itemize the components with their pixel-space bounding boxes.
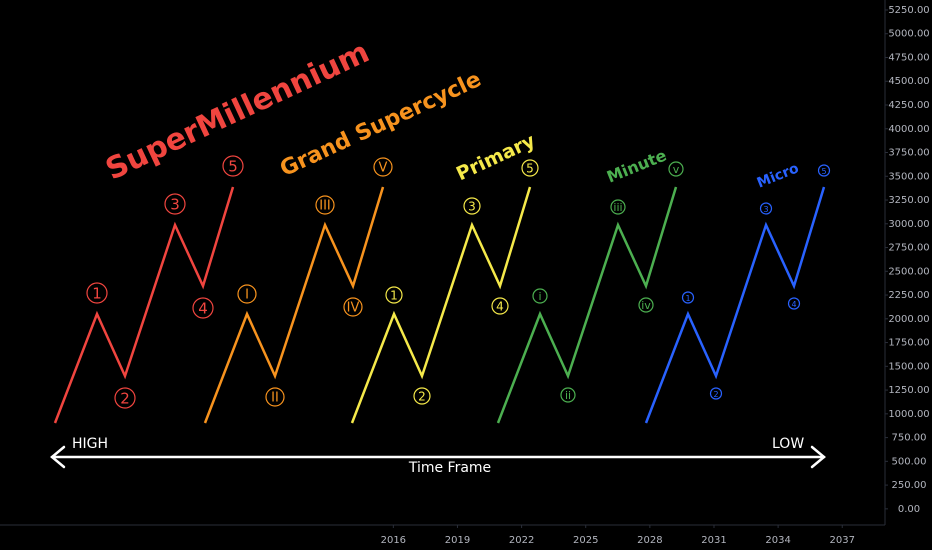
wave-line: [644, 186, 826, 424]
wave-label-circle: [385, 286, 403, 304]
wave-label-circle: [709, 387, 723, 400]
x-tick-label: 2037: [830, 535, 855, 546]
x-tick-label: 2016: [381, 535, 406, 546]
wave-label-circle: [192, 297, 214, 319]
wave-label: 1: [92, 285, 102, 303]
wave-label: 5: [526, 162, 534, 176]
y-tick-label: 5000.00: [888, 29, 929, 40]
wave-label: i: [538, 290, 541, 303]
wave-label: ii: [565, 389, 571, 402]
wave-label-circle: [413, 387, 431, 405]
y-tick-label: 1500.00: [888, 361, 929, 372]
wave-label-circle: [610, 199, 626, 215]
wave-label: II: [271, 391, 279, 406]
wave-line: [350, 186, 532, 424]
y-tick-label: 250.00: [892, 480, 927, 491]
wave-label: 4: [496, 300, 504, 314]
wave-label: v: [673, 163, 680, 176]
wave-label: 1: [685, 294, 690, 303]
y-tick-label: 2000.00: [888, 314, 929, 325]
y-tick-label: 5250.00: [888, 5, 929, 16]
y-tick-label: 750.00: [892, 433, 927, 444]
wave-label: 5: [228, 158, 238, 176]
wave-label: iii: [613, 201, 622, 214]
wave-label-circle: [86, 282, 108, 304]
wave-label: 4: [198, 300, 208, 318]
wave-label-circle: [463, 197, 481, 215]
wave-label: V: [379, 161, 388, 176]
wave-label: I: [245, 288, 249, 303]
y-tick-label: 4750.00: [888, 52, 929, 63]
x-tick-label: 2034: [765, 535, 790, 546]
wave-label-circle: [681, 291, 695, 304]
x-tick-label: 2019: [445, 535, 470, 546]
y-tick-label: 4250.00: [888, 100, 929, 111]
wave-label: IV: [347, 301, 360, 316]
wave-label-circle: [817, 164, 831, 177]
wave-label-circle: [315, 195, 335, 215]
wave-label-circle: [491, 297, 509, 315]
wave-label-circle: [668, 161, 684, 177]
wave-label-circle: [265, 387, 285, 407]
wave-label: 2: [418, 390, 426, 404]
y-tick-label: 0.00: [898, 504, 920, 515]
wave-line: [53, 186, 235, 424]
wave-label: 3: [468, 200, 476, 214]
wave-label-circle: [638, 297, 654, 313]
time-arrow: [50, 445, 826, 469]
y-tick-label: 1000.00: [888, 409, 929, 420]
low-label: LOW: [772, 436, 804, 452]
x-tick-label: 2031: [701, 535, 726, 546]
wave-label-circle: [532, 288, 548, 304]
wave-label: 2: [713, 390, 718, 399]
time-frame-label: Time Frame: [408, 460, 491, 476]
y-tick-label: 1750.00: [888, 338, 929, 349]
wave-label-circle: [759, 202, 773, 215]
y-tick-label: 4500.00: [888, 76, 929, 87]
y-tick-label: 2250.00: [888, 290, 929, 301]
wave-line: [496, 186, 678, 424]
wave-label-circle: [164, 193, 186, 215]
y-tick-label: 3000.00: [888, 219, 929, 230]
y-tick-label: 3250.00: [888, 195, 929, 206]
y-tick-label: 3500.00: [888, 171, 929, 182]
wave-label-circle: [787, 297, 801, 310]
wave-label: 4: [791, 300, 796, 309]
wave-label: 3: [170, 196, 180, 214]
high-label: HIGH: [72, 436, 108, 452]
x-tick-label: 2022: [509, 535, 534, 546]
y-tick-label: 2500.00: [888, 266, 929, 277]
y-tick-label: 3750.00: [888, 148, 929, 159]
x-tick-label: 2028: [637, 535, 662, 546]
y-tick-label: 1250.00: [888, 385, 929, 396]
wave-label: III: [319, 199, 331, 214]
x-tick-label: 2025: [573, 535, 598, 546]
wave-label-circle: [343, 297, 363, 317]
wave-label: 1: [390, 289, 398, 303]
y-tick-label: 4000.00: [888, 124, 929, 135]
wave-label-circle: [560, 387, 576, 403]
wave-label-circle: [222, 155, 244, 177]
wave-label-circle: [521, 159, 539, 177]
wave-label: iv: [641, 299, 651, 312]
wave-label: 3: [763, 205, 768, 214]
wave-label: 2: [120, 390, 130, 408]
wave-line: [203, 186, 385, 424]
y-tick-label: 2750.00: [888, 243, 929, 254]
wave-label: 5: [821, 167, 826, 176]
y-tick-label: 500.00: [892, 456, 927, 467]
wave-label-circle: [373, 157, 393, 177]
wave-label-circle: [237, 284, 257, 304]
wave-label-circle: [114, 387, 136, 409]
